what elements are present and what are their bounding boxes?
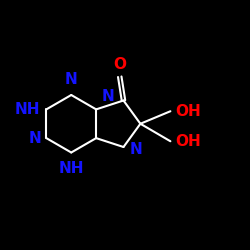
Text: N: N [28,130,41,146]
Text: OH: OH [176,104,201,119]
Text: N: N [65,72,78,88]
Text: OH: OH [176,134,201,149]
Text: O: O [113,57,126,72]
Text: N: N [101,90,114,104]
Text: N: N [130,142,142,157]
Text: NH: NH [58,161,84,176]
Text: NH: NH [14,102,40,117]
